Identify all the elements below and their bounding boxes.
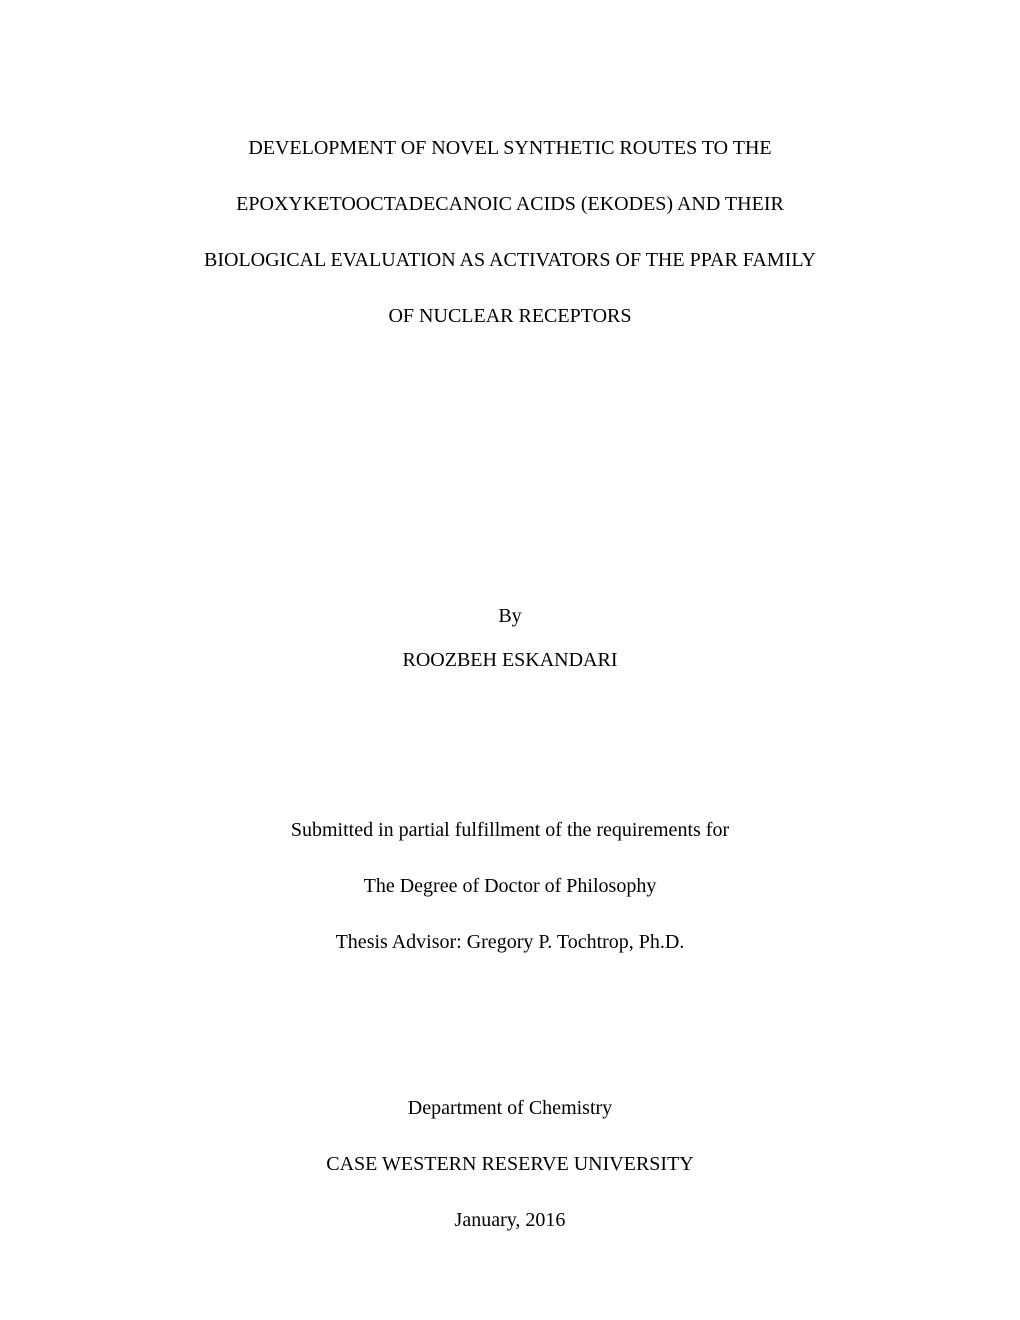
submitted-block: Submitted in partial fulfillment of the … (291, 802, 729, 970)
title-line: BIOLOGICAL EVALUATION AS ACTIVATORS OF T… (204, 232, 816, 288)
author-block: By ROOZBEH ESKANDARI (403, 594, 618, 682)
advisor-line: Thesis Advisor: Gregory P. Tochtrop, Ph.… (291, 914, 729, 970)
date-line: January, 2016 (326, 1192, 693, 1248)
university-line: CASE WESTERN RESERVE UNIVERSITY (326, 1136, 693, 1192)
submitted-line: Submitted in partial fulfillment of the … (291, 802, 729, 858)
department-block: Department of Chemistry CASE WESTERN RES… (326, 1080, 693, 1248)
author-name: ROOZBEH ESKANDARI (403, 638, 618, 682)
thesis-title: DEVELOPMENT OF NOVEL SYNTHETIC ROUTES TO… (204, 120, 816, 344)
title-line: OF NUCLEAR RECEPTORS (204, 288, 816, 344)
department-line: Department of Chemistry (326, 1080, 693, 1136)
by-label: By (403, 594, 618, 638)
title-line: EPOXYKETOOCTADECANOIC ACIDS (EKODES) AND… (204, 176, 816, 232)
title-line: DEVELOPMENT OF NOVEL SYNTHETIC ROUTES TO… (204, 120, 816, 176)
degree-line: The Degree of Doctor of Philosophy (291, 858, 729, 914)
